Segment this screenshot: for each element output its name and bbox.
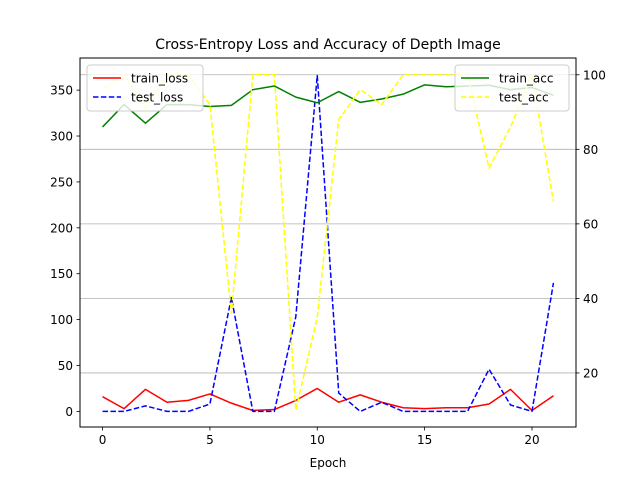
right-y-tick-label: 100 — [583, 68, 606, 82]
legend-label: train_acc — [499, 72, 553, 86]
left-y-tick-label: 350 — [50, 84, 73, 98]
left-y-axis: 0 50 100 150 200 250 300 350 — [50, 84, 80, 419]
right-y-tick-label: 80 — [583, 143, 598, 157]
right-y-tick-label: 20 — [583, 366, 598, 380]
right-y-axis: 20 40 60 80 100 — [576, 68, 606, 380]
legend-label: test_loss — [131, 91, 183, 105]
x-tick-label: 15 — [417, 433, 432, 447]
left-y-tick-label: 0 — [65, 405, 73, 419]
chart-title: Cross-Entropy Loss and Accuracy of Depth… — [155, 37, 500, 53]
legend-box — [454, 64, 570, 112]
legend-label: test_acc — [499, 91, 549, 105]
legend-label: train_loss — [131, 72, 188, 86]
left-y-tick-label: 50 — [58, 359, 73, 373]
left-y-tick-label: 300 — [50, 130, 73, 144]
right-y-tick-label: 60 — [583, 217, 598, 231]
series-line-test-acc — [102, 74, 555, 411]
right-y-tick-label: 40 — [583, 292, 598, 306]
x-tick-label: 10 — [310, 433, 325, 447]
left-y-tick-label: 100 — [50, 313, 73, 327]
x-tick-label: 0 — [99, 433, 107, 447]
grid-layer — [80, 74, 576, 374]
left-y-tick-label: 150 — [50, 267, 73, 281]
left-y-tick-label: 200 — [50, 221, 73, 235]
x-axis-label: Epoch — [310, 456, 347, 470]
legend-right: train_acc test_acc — [454, 64, 570, 112]
left-y-tick-label: 250 — [50, 175, 73, 189]
legend-left: train_loss test_loss — [86, 64, 204, 112]
x-axis: 0 5 10 15 20 — [99, 427, 540, 447]
x-tick-label: 5 — [206, 433, 214, 447]
series-line-train-loss — [102, 387, 554, 412]
plot-frame — [79, 57, 577, 428]
series-line-test-loss — [102, 74, 555, 413]
legend-box — [86, 64, 204, 112]
x-tick-label: 20 — [524, 433, 539, 447]
